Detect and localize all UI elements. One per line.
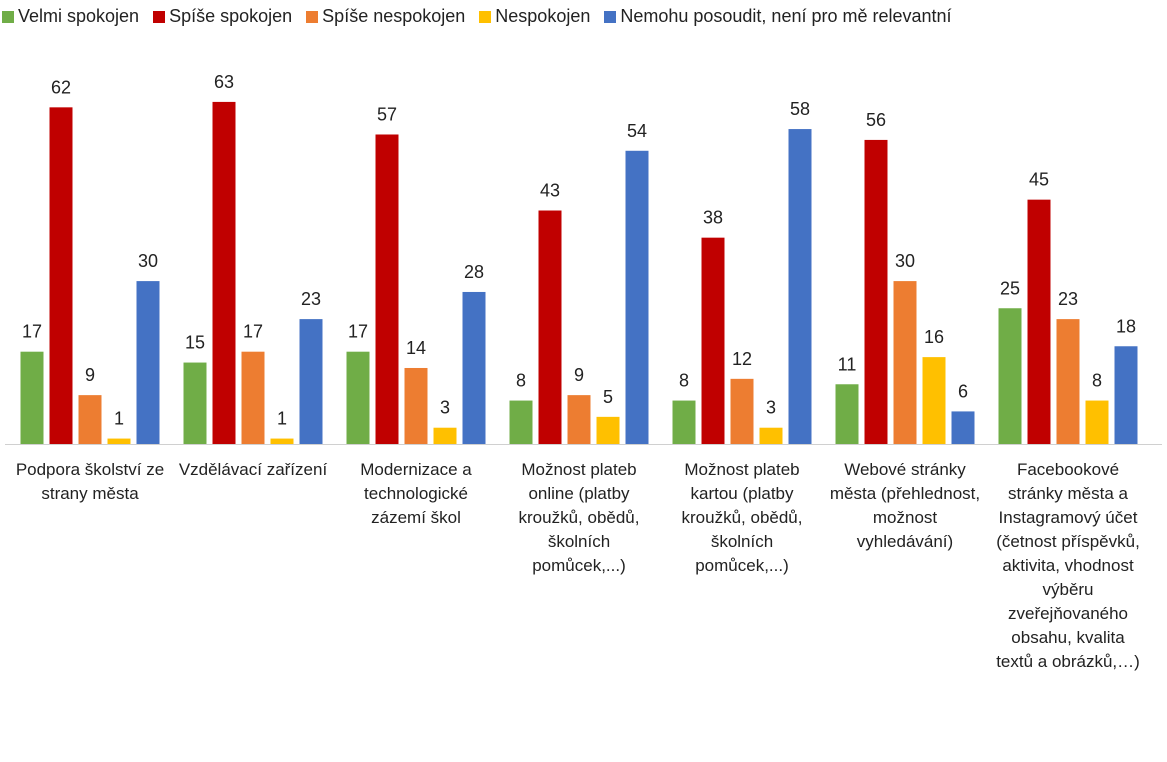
- bar: [701, 237, 725, 444]
- legend-item: Velmi spokojen: [2, 6, 139, 27]
- bar: [346, 351, 370, 444]
- bar: [788, 129, 812, 444]
- value-label: 9: [85, 365, 95, 385]
- x-tick-label: Podpora školství ze strany města: [15, 460, 165, 503]
- bar: [49, 107, 73, 444]
- bar: [136, 281, 160, 444]
- value-label: 62: [51, 77, 71, 97]
- bar: [107, 438, 131, 444]
- legend-item: Spíše nespokojen: [306, 6, 465, 27]
- x-tick-label: Facebookové stránky města a Instagramový…: [996, 460, 1140, 671]
- x-tick-label: Webové stránky města (přehlednost, možno…: [829, 460, 981, 551]
- value-label: 17: [22, 322, 42, 342]
- legend-swatch: [153, 10, 166, 23]
- bar: [78, 395, 102, 444]
- bar: [730, 378, 754, 444]
- value-label: 17: [348, 322, 368, 342]
- legend-item: Spíše spokojen: [153, 6, 292, 27]
- value-label: 38: [703, 208, 723, 228]
- legend: Velmi spokojen Spíše spokojen Spíše nespok…: [2, 6, 952, 27]
- bar: [835, 384, 859, 444]
- legend-label: Spíše spokojen: [169, 6, 293, 26]
- value-label: 43: [540, 181, 560, 201]
- value-label: 18: [1116, 316, 1136, 336]
- legend-label: Nemohu posoudit, není pro mě relevantní: [620, 6, 952, 26]
- value-label: 14: [406, 338, 426, 358]
- bar: [951, 411, 975, 444]
- value-label: 3: [440, 398, 450, 418]
- value-label: 25: [1000, 278, 1020, 298]
- bar: [538, 210, 562, 444]
- value-label: 23: [1058, 289, 1078, 309]
- legend-swatch: [306, 10, 319, 23]
- bar: [759, 427, 783, 444]
- x-tick-label: Vzdělávací zařízení: [178, 460, 328, 479]
- legend-label: Velmi spokojen: [18, 6, 140, 26]
- bar: [1085, 400, 1109, 444]
- bar: [1056, 319, 1080, 444]
- bar: [509, 400, 533, 444]
- bar: [299, 319, 323, 444]
- bar: [567, 395, 591, 444]
- value-label: 1: [277, 409, 287, 429]
- value-label: 8: [1092, 371, 1102, 391]
- value-label: 17: [243, 322, 263, 342]
- legend-item: Nemohu posoudit, není pro mě relevantní: [604, 6, 952, 27]
- bar: [375, 134, 399, 445]
- value-label: 63: [214, 72, 234, 92]
- bar: [1114, 346, 1138, 444]
- legend-item: Nespokojen: [479, 6, 590, 27]
- bar: [596, 416, 620, 444]
- bar: [20, 351, 44, 444]
- value-label: 5: [603, 387, 613, 407]
- legend-label: Spíše nespokojen: [322, 6, 466, 26]
- value-label: 23: [301, 289, 321, 309]
- legend-swatch: [604, 10, 617, 23]
- x-tick-label: Možnost plateb kartou (platby kroužků, o…: [681, 460, 803, 575]
- value-label: 30: [895, 251, 915, 271]
- bar: [672, 400, 696, 444]
- bar: [462, 291, 486, 444]
- value-label: 8: [516, 371, 526, 391]
- bar: [625, 150, 649, 444]
- value-label: 16: [924, 327, 944, 347]
- value-label: 28: [464, 262, 484, 282]
- bar: [270, 438, 294, 444]
- value-label: 12: [732, 349, 752, 369]
- value-label: 56: [866, 110, 886, 130]
- bar: [998, 308, 1022, 444]
- bar: [893, 281, 917, 444]
- value-label: 57: [377, 104, 397, 124]
- bar: [433, 427, 457, 444]
- value-label: 15: [185, 333, 205, 353]
- value-label: 1: [114, 409, 124, 429]
- x-tick-label: Možnost plateb online (platby kroužků, o…: [518, 460, 640, 575]
- bar: [212, 101, 236, 444]
- value-label: 58: [790, 99, 810, 119]
- x-tick-label: Modernizace a technologické zázemí škol: [360, 460, 472, 527]
- bar: [1027, 199, 1051, 444]
- value-label: 6: [958, 381, 968, 401]
- value-label: 3: [766, 398, 776, 418]
- bar: [183, 362, 207, 444]
- value-label: 54: [627, 121, 647, 141]
- value-label: 11: [838, 354, 857, 374]
- chart: 1762913015631712317571432884395548381235…: [5, 72, 1162, 445]
- legend-label: Nespokojen: [495, 6, 591, 26]
- value-label: 30: [138, 251, 158, 271]
- bar: [241, 351, 265, 444]
- value-label: 45: [1029, 170, 1049, 190]
- bar: [404, 367, 428, 444]
- bar: [922, 357, 946, 444]
- value-label: 9: [574, 365, 584, 385]
- legend-swatch: [479, 10, 492, 23]
- value-label: 8: [679, 371, 689, 391]
- bar: [864, 139, 888, 445]
- legend-swatch: [2, 10, 14, 23]
